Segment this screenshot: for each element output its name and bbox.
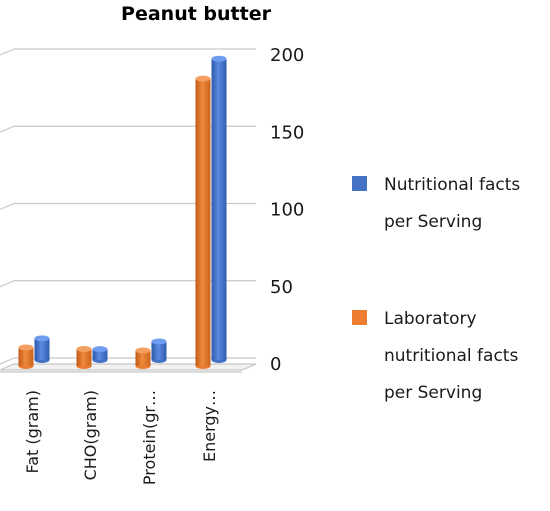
gridline-slant [0, 280, 15, 288]
bar [135, 347, 151, 369]
floor-plane [0, 363, 257, 371]
y-axis-ticks: 0 50 100 150 200 [270, 45, 304, 375]
legend-swatch [352, 176, 367, 191]
bar-body [211, 58, 227, 360]
bar-body [18, 347, 34, 366]
bar [18, 344, 34, 369]
legend-label-line: per Serving [384, 212, 482, 232]
bar-top [92, 346, 108, 353]
y-tick-label: 50 [270, 277, 293, 298]
bar-top [76, 346, 92, 353]
x-axis-labels: Fat (gram) CHO(gram) Protein(gr… Energy… [23, 390, 219, 485]
bar-top [151, 338, 167, 345]
legend-label-line: nutritional facts [384, 346, 518, 366]
bar [195, 75, 211, 369]
legend-swatch [352, 310, 367, 325]
bar-body [76, 349, 92, 366]
bar [34, 335, 50, 363]
x-tick-label: Energy… [200, 390, 219, 462]
bar-top [211, 55, 227, 62]
x-tick-label: CHO(gram) [81, 390, 100, 480]
bar-body [135, 350, 151, 366]
bar-top [195, 75, 211, 82]
y-tick-label: 150 [270, 122, 304, 143]
bar [211, 55, 227, 363]
legend-label-line: Nutritional facts [384, 175, 520, 195]
bar [76, 346, 92, 369]
bar-top [34, 335, 50, 342]
gridline-slant [0, 48, 15, 56]
y-tick-label: 200 [270, 45, 304, 66]
bar-top [135, 347, 151, 354]
bar-body [151, 341, 167, 360]
bars [18, 55, 227, 369]
x-tick-label: Protein(gr… [140, 390, 159, 485]
legend: Nutritional facts per Serving Laboratory nu… [352, 175, 520, 403]
chart-title: Peanut butter [121, 3, 272, 25]
legend-label-line: Laboratory [384, 309, 477, 329]
bar [92, 346, 108, 363]
bar [151, 338, 167, 363]
gridline-slant [0, 125, 15, 133]
bar-body [195, 78, 211, 366]
chart-floor [0, 363, 257, 373]
legend-entry: Laboratory nutritional facts per Serving [352, 309, 518, 403]
legend-label-line: per Serving [384, 383, 482, 403]
y-tick-label: 100 [270, 200, 304, 221]
gridline-slant [0, 202, 15, 211]
bar-body [92, 349, 108, 360]
bar-body [34, 338, 50, 360]
gridline-slant [0, 357, 15, 365]
y-tick-label: 0 [270, 354, 281, 375]
x-tick-label: Fat (gram) [23, 390, 42, 474]
legend-entry: Nutritional facts per Serving [352, 175, 520, 232]
bar-top [18, 344, 34, 351]
